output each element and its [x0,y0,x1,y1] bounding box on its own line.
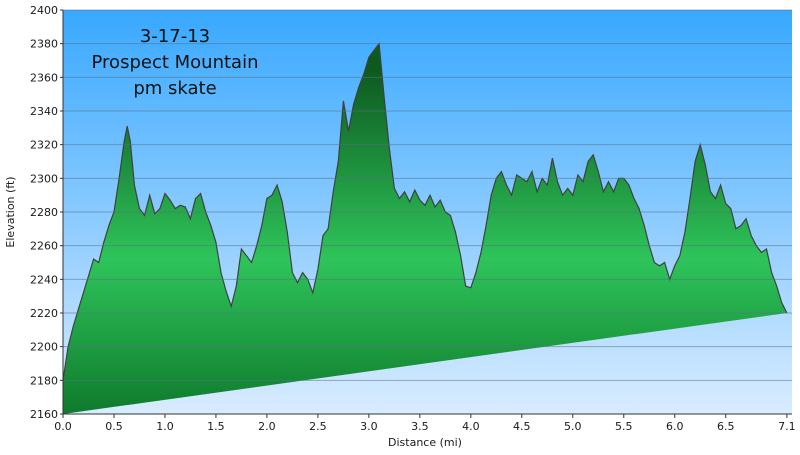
x-axis-title: Distance (mi) [388,436,462,449]
gridlines [63,9,792,381]
chart-annotation: 3-17-13 Prospect Mountain pm skate [92,26,259,99]
y-tick-label: 2160 [30,408,58,421]
x-tick-label: 7.1 [778,420,796,433]
elevation-area [62,42,788,414]
elevation-area-fill [63,43,787,414]
y-tick-label: 2300 [30,172,58,185]
x-tick-label: 5.5 [615,420,633,433]
x-tick-label: 1.5 [207,420,225,433]
y-tick-label: 2240 [30,273,58,286]
y-tick-label: 2220 [30,307,58,320]
x-tick-label: 5.0 [564,420,582,433]
x-tick-label: 1.0 [156,420,174,433]
y-tick-label: 2260 [30,240,58,253]
x-tick-label: 3.5 [411,420,429,433]
x-tick-label: 4.5 [513,420,531,433]
y-tick-label: 2340 [30,105,58,118]
x-tick-label: 6.0 [666,420,684,433]
y-tick-labels: 2160 2180 2200 2220 2240 2260 2280 2300 2320 2340… [30,4,58,421]
y-tick-label: 2280 [30,206,58,219]
x-tick-label: 4.0 [462,420,480,433]
annotation-date: 3-17-13 [140,26,210,47]
y-tick-label: 2200 [30,341,58,354]
x-tick-label: 2.0 [258,420,276,433]
y-tick-label: 2180 [30,374,58,387]
y-tick-label: 2400 [30,4,58,17]
x-tick-label: 0.5 [105,420,123,433]
y-tick-label: 2380 [30,38,58,51]
x-tick-labels: 0.0 0.5 1.0 1.5 2.0 2.5 3.0 3.5 4.0 4.5 5.0 5.5 6.0 6… [54,420,795,433]
y-tick-label: 2320 [30,139,58,152]
annotation-route: Prospect Mountain [92,52,259,73]
x-tick-label: 2.5 [309,420,327,433]
elevation-line [62,42,788,381]
x-tick-label: 3.0 [360,420,378,433]
y-tick-label: 2360 [30,71,58,84]
axes [60,9,792,418]
x-tick-label: 0.0 [54,420,72,433]
y-axis-title: Elevation (ft) [4,176,17,247]
annotation-activity: pm skate [133,78,216,99]
x-tick-label: 6.5 [717,420,735,433]
